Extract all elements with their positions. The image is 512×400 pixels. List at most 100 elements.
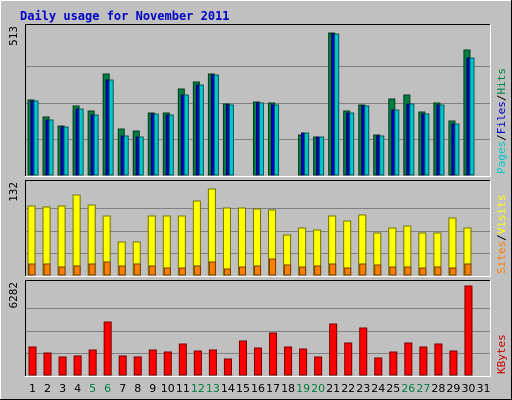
bar-sites-day-27	[419, 267, 427, 276]
bar-sites-day-15	[238, 266, 246, 276]
legend-item-kbytes: KBytes	[495, 334, 508, 374]
bar-kbytes-day-24	[374, 357, 383, 376]
bar-visits-day-12	[192, 200, 201, 276]
bar-visits-day-11	[177, 215, 186, 276]
bar-pages-day-9	[153, 113, 159, 176]
bar-sites-day-1	[28, 263, 36, 276]
bar-kbytes-day-23	[359, 327, 368, 376]
bar-kbytes-day-29	[449, 350, 458, 376]
bar-pages-day-8	[138, 136, 144, 176]
panel-top-legend: Pages/Files/Hits	[495, 68, 508, 174]
bar-sites-day-5	[88, 263, 96, 276]
x-tick-day-18: 18	[281, 382, 295, 395]
bar-kbytes-day-6	[103, 321, 112, 376]
bar-pages-day-28	[439, 104, 445, 176]
bar-visits-day-15	[237, 207, 246, 276]
bar-pages-day-22	[349, 112, 355, 176]
bar-visits-day-14	[222, 207, 231, 276]
bar-visits-day-22	[343, 220, 352, 276]
x-tick-day-10: 10	[161, 382, 175, 395]
chart-title: Daily usage for November 2011	[20, 9, 230, 23]
bar-pages-day-23	[364, 105, 370, 176]
bar-sites-day-24	[374, 264, 382, 276]
bar-sites-day-17	[269, 258, 277, 276]
bar-sites-day-7	[118, 265, 126, 276]
bar-sites-day-10	[163, 267, 171, 276]
bar-kbytes-day-12	[193, 350, 202, 376]
bar-pages-day-27	[424, 113, 430, 176]
bar-kbytes-day-13	[208, 349, 217, 376]
bar-kbytes-day-2	[43, 352, 52, 376]
bar-sites-day-16	[253, 265, 262, 276]
x-tick-day-21: 21	[326, 382, 340, 395]
bar-sites-day-18	[284, 264, 292, 276]
bar-visits-day-16	[252, 208, 262, 276]
panel-middle-ymax-label: 132	[7, 182, 20, 202]
bar-sites-day-11	[178, 267, 186, 276]
bar-kbytes-day-8	[133, 356, 142, 376]
bar-sites-day-26	[404, 266, 412, 276]
bar-pages-day-2	[48, 119, 54, 176]
bar-kbytes-day-7	[118, 355, 127, 376]
bar-pages-day-1	[33, 100, 39, 176]
x-tick-day-31: 31	[476, 382, 490, 395]
legend-separator: /	[495, 95, 508, 102]
x-tick-day-17: 17	[266, 382, 280, 395]
panel-middle: 132 Sites/Visits	[7, 180, 508, 277]
bar-kbytes-day-3	[58, 356, 67, 376]
bar-sites-day-13	[208, 261, 216, 276]
x-tick-day-8: 8	[134, 382, 141, 395]
legend-item-sites: Sites	[495, 241, 508, 274]
legend-separator: /	[495, 234, 508, 241]
x-tick-day-3: 3	[59, 382, 66, 395]
bar-pages-day-29	[454, 123, 460, 176]
bar-sites-day-22	[344, 267, 352, 276]
x-tick-day-1: 1	[29, 382, 36, 395]
bar-pages-day-6	[108, 79, 114, 176]
x-tick-day-9: 9	[149, 382, 156, 395]
bar-pages-day-21	[334, 33, 340, 176]
bar-pages-day-14	[228, 104, 234, 176]
x-tick-day-15: 15	[236, 382, 250, 395]
bar-sites-day-29	[449, 267, 457, 276]
bar-kbytes-day-10	[163, 351, 172, 376]
x-tick-day-13: 13	[206, 382, 220, 395]
bar-sites-day-14	[223, 268, 231, 276]
bar-pages-day-26	[409, 103, 415, 176]
bar-kbytes-day-19	[299, 348, 308, 376]
bar-pages-day-13	[213, 74, 219, 176]
bar-pages-day-17	[274, 104, 280, 176]
x-tick-day-16: 16	[251, 382, 265, 395]
bar-sites-day-21	[329, 263, 337, 276]
x-tick-day-11: 11	[176, 382, 190, 395]
bar-sites-day-30	[464, 263, 472, 276]
bar-kbytes-day-30	[464, 285, 473, 376]
bar-sites-day-8	[133, 263, 141, 276]
bar-pages-day-12	[198, 84, 204, 176]
bar-kbytes-day-20	[314, 356, 323, 376]
x-tick-day-22: 22	[341, 382, 355, 395]
bar-visits-day-10	[162, 215, 171, 276]
bar-pages-day-7	[123, 135, 129, 176]
bar-sites-day-20	[314, 265, 322, 276]
x-tick-day-20: 20	[311, 382, 325, 395]
chart-panels: 513Pages/Files/Hits132Sites/Visits6282KB…	[7, 24, 508, 377]
bar-kbytes-day-14	[223, 358, 232, 376]
bar-kbytes-day-21	[329, 323, 338, 376]
bar-kbytes-day-17	[269, 332, 278, 376]
x-tick-day-12: 12	[191, 382, 205, 395]
bar-pages-day-3	[63, 126, 69, 176]
legend-item-files: Files	[495, 101, 508, 134]
bar-sites-day-9	[148, 265, 156, 276]
bar-kbytes-day-28	[434, 343, 443, 376]
bar-kbytes-day-5	[88, 349, 97, 376]
bar-pages-day-11	[183, 94, 189, 176]
x-tick-day-5: 5	[89, 382, 96, 395]
bar-pages-day-5	[93, 114, 99, 176]
bar-visits-day-3	[57, 205, 66, 276]
bar-sites-day-6	[103, 261, 111, 276]
bar-pages-day-25	[394, 109, 400, 176]
bar-kbytes-day-16	[253, 347, 263, 376]
